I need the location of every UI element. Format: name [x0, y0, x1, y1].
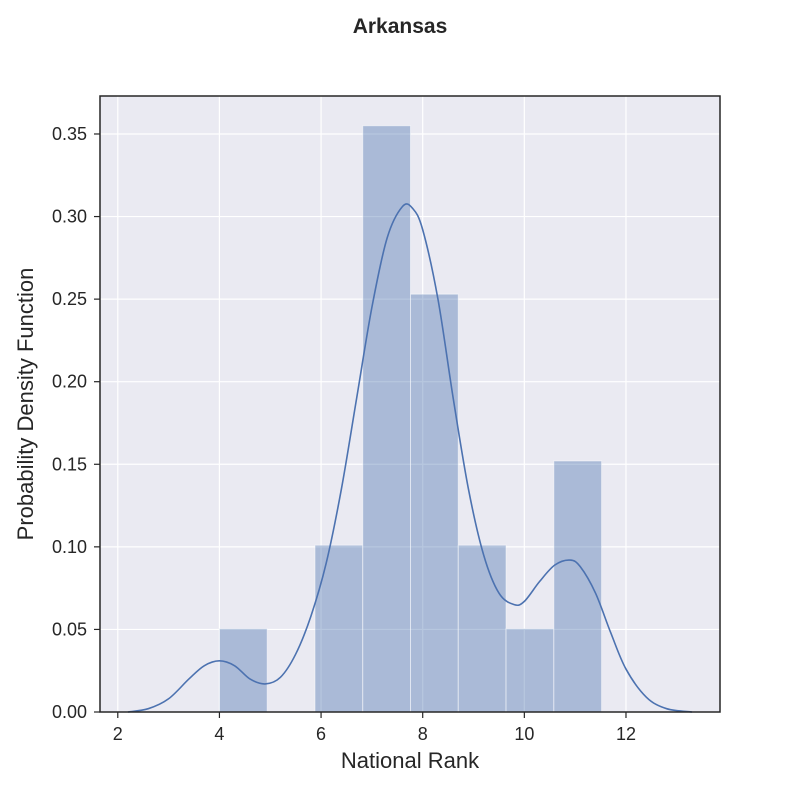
x-tick-label-1: 4	[214, 724, 224, 744]
y-tick-label-2: 0.10	[52, 537, 87, 557]
x-axis-label: National Rank	[341, 748, 480, 773]
x-tick-label-0: 2	[113, 724, 123, 744]
histogram-bar-7	[553, 460, 603, 713]
histogram-bar-6	[505, 628, 555, 713]
y-tick-label-0: 0.00	[52, 702, 87, 722]
x-tick-label-4: 10	[514, 724, 534, 744]
histogram-bar-2	[314, 544, 364, 713]
grid	[100, 96, 720, 713]
plot-area	[100, 96, 720, 712]
y-tick-label-4: 0.20	[52, 372, 87, 392]
x-axis-ticks: 2 4 6 8 10 12	[113, 712, 636, 744]
kde-curve	[127, 203, 693, 713]
y-tick-label-3: 0.15	[52, 454, 87, 474]
x-tick-label-5: 12	[616, 724, 636, 744]
x-tick-label-3: 8	[418, 724, 428, 744]
y-axis-label: Probability Density Function	[13, 268, 38, 541]
y-tick-label-7: 0.35	[52, 124, 87, 144]
chart-title: Arkansas	[353, 15, 448, 38]
plot-frame	[99, 95, 721, 713]
y-tick-label-6: 0.30	[52, 207, 87, 227]
y-axis-ticks: 0.00 0.05 0.10 0.15 0.20 0.25 0.30 0.35	[52, 124, 100, 722]
histogram-bar-4	[410, 293, 459, 713]
y-tick-label-1: 0.05	[52, 619, 87, 639]
histogram-bar-5	[457, 544, 507, 713]
histogram-bars	[218, 125, 603, 713]
histogram-bar-0	[218, 628, 268, 713]
x-tick-label-2: 6	[316, 724, 326, 744]
histogram-bar-3	[362, 125, 412, 713]
y-tick-label-5: 0.25	[52, 289, 87, 309]
